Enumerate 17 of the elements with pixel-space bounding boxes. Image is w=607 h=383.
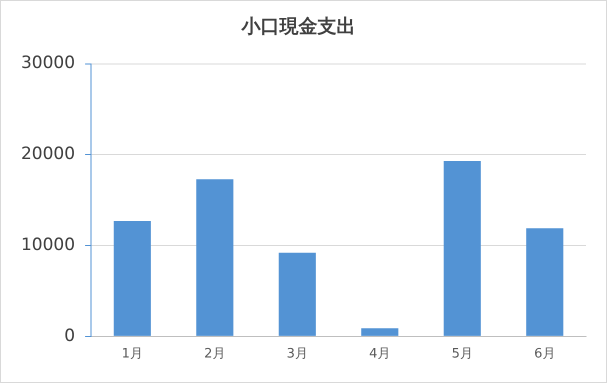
x-tick-label: 4月 bbox=[369, 346, 390, 362]
bar bbox=[526, 228, 564, 336]
x-tick-label: 6月 bbox=[534, 346, 556, 362]
bar bbox=[444, 161, 481, 336]
x-tick-label: 3月 bbox=[286, 346, 308, 362]
bar bbox=[278, 252, 316, 336]
bar bbox=[196, 179, 234, 336]
bar bbox=[361, 328, 398, 336]
x-tick-label: 5月 bbox=[452, 346, 473, 362]
bar bbox=[114, 221, 151, 336]
y-tick-label: 30000 bbox=[20, 53, 76, 74]
y-tick-label: 10000 bbox=[20, 234, 76, 255]
y-tick-label: 20000 bbox=[20, 144, 76, 164]
x-tick-label: 2月 bbox=[204, 346, 226, 362]
chart-title: 小口現金支出 bbox=[240, 15, 356, 38]
y-tick-label: 0 bbox=[64, 326, 76, 346]
x-tick-label: 1月 bbox=[122, 346, 143, 362]
